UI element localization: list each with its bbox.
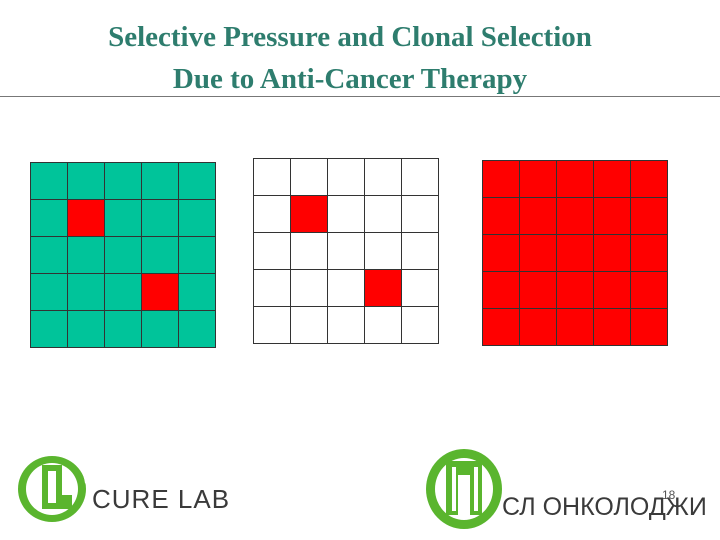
slide-title-line-1: Selective Pressure and Clonal Selection (108, 21, 592, 53)
grid-cell (31, 311, 68, 348)
grid-cell (594, 272, 631, 309)
grid-cell (557, 198, 594, 235)
cure-lab-logo: CURE LAB (14, 447, 244, 527)
grid-cell (520, 235, 557, 272)
before-therapy-grid (30, 162, 216, 348)
grid-cell (31, 237, 68, 274)
grid-cell (179, 200, 216, 237)
grid-cell (31, 200, 68, 237)
grid-cell (105, 163, 142, 200)
grid-cell (142, 200, 179, 237)
slide-title-line-2: Due to Anti-Cancer Therapy (172, 63, 528, 95)
grid-cell (105, 200, 142, 237)
slide-title: Selective Pressure and Clonal Selection … (0, 16, 700, 100)
grid-cell (631, 309, 668, 346)
grid-cell (631, 161, 668, 198)
grid-cell (328, 196, 365, 233)
grid-cell (365, 159, 402, 196)
grid-cell (557, 272, 594, 309)
grid-cell (179, 237, 216, 274)
grid-cell (254, 196, 291, 233)
grid-cell (365, 233, 402, 270)
grid-cell (105, 274, 142, 311)
grid-cell (328, 270, 365, 307)
grid-cell (520, 198, 557, 235)
sl-oncology-wordmark: СЛ ОНКОЛОДЖИ (502, 493, 707, 521)
grid-cell (402, 307, 439, 344)
grid-cell (402, 233, 439, 270)
grid-cell (254, 270, 291, 307)
grid-cell (594, 198, 631, 235)
cure-lab-emblem-icon (18, 454, 91, 522)
grid-cell (142, 237, 179, 274)
grid-cell (520, 272, 557, 309)
grid-cell (594, 309, 631, 346)
grid-cell (142, 163, 179, 200)
grid-cell (402, 196, 439, 233)
grid-cell (291, 270, 328, 307)
grid-cell (179, 311, 216, 348)
grid-cell (483, 272, 520, 309)
grid-cell (254, 307, 291, 344)
resistant-clone-grid (482, 160, 668, 346)
grid-cell (365, 307, 402, 344)
grid-cell (328, 233, 365, 270)
grid-cell (179, 274, 216, 311)
grid-cell (68, 274, 105, 311)
grid-cell (68, 311, 105, 348)
grid-cell (594, 161, 631, 198)
grid-cell (483, 235, 520, 272)
grid-cell (68, 237, 105, 274)
grid-cell (142, 311, 179, 348)
grid-cell (31, 274, 68, 311)
grid-cell (557, 161, 594, 198)
title-divider (0, 96, 720, 97)
highlighted-cell (365, 270, 402, 307)
grid-cell (254, 233, 291, 270)
grid-cell (328, 307, 365, 344)
grid-cell (291, 233, 328, 270)
grid-cell (520, 161, 557, 198)
highlighted-cell (142, 274, 179, 311)
grid-cell (179, 163, 216, 200)
sl-oncology-emblem-icon (426, 449, 502, 529)
grid-cell (105, 311, 142, 348)
grid-cell (557, 309, 594, 346)
grid-cell (402, 270, 439, 307)
grid-cell (291, 159, 328, 196)
grid-cell (254, 159, 291, 196)
grid-cell (520, 309, 557, 346)
grid-cell (68, 163, 105, 200)
after-therapy-grid (253, 158, 439, 344)
grid-cell (631, 235, 668, 272)
grid-cell (557, 235, 594, 272)
grid-cell (402, 159, 439, 196)
grid-cell (631, 272, 668, 309)
grid-cell (483, 309, 520, 346)
grid-cell (31, 163, 68, 200)
grid-cell (365, 196, 402, 233)
grid-cell (328, 159, 365, 196)
grid-cell (594, 235, 631, 272)
grid-cell (631, 198, 668, 235)
grid-cell (483, 198, 520, 235)
cure-lab-wordmark: CURE LAB (92, 484, 231, 514)
highlighted-cell (68, 200, 105, 237)
grid-cell (105, 237, 142, 274)
grid-cell (291, 307, 328, 344)
sl-oncology-logo: СЛ ОНКОЛОДЖИ (420, 443, 720, 533)
page-number: 18 (662, 488, 676, 502)
grid-cell (483, 161, 520, 198)
highlighted-cell (291, 196, 328, 233)
